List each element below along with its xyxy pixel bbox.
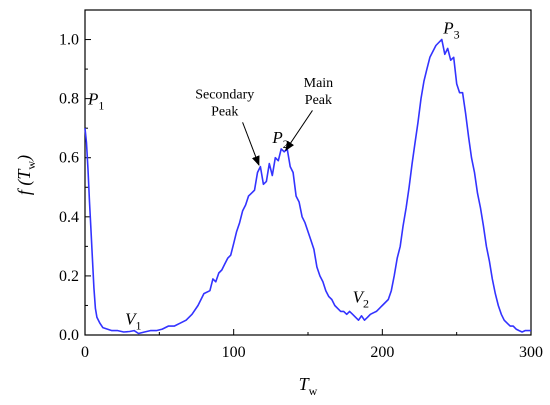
point-label-sub: 2 bbox=[283, 137, 289, 151]
point-label: P2 bbox=[271, 128, 288, 151]
y-axis-title-prefix: f ( bbox=[14, 179, 35, 196]
point-label-main: P bbox=[271, 128, 282, 147]
y-axis-title-sub: w bbox=[24, 161, 38, 170]
y-axis-title: f (Tw) bbox=[14, 155, 38, 195]
point-label: V2 bbox=[353, 288, 369, 311]
x-axis-title: Tw bbox=[299, 374, 318, 398]
point-label: P3 bbox=[442, 19, 459, 42]
point-label-sub: 1 bbox=[136, 319, 142, 333]
point-label-sub: 2 bbox=[363, 297, 369, 311]
x-tick-label: 300 bbox=[519, 344, 543, 361]
x-tick-label: 200 bbox=[370, 344, 394, 361]
y-tick-label: 0.8 bbox=[59, 91, 79, 108]
point-label: P1 bbox=[87, 90, 104, 113]
plot-frame bbox=[84, 9, 532, 336]
callout-arrow bbox=[242, 122, 260, 167]
series-layer bbox=[84, 38, 531, 335]
point-label-main: P bbox=[442, 19, 453, 38]
x-axis-title-sub: w bbox=[309, 384, 318, 398]
callout-text: Secondary bbox=[195, 88, 254, 103]
y-axis-title-suffix: ) bbox=[14, 155, 35, 162]
callout-text: Peak bbox=[211, 105, 238, 120]
point-label-main: V bbox=[125, 310, 138, 329]
callout-text: Peak bbox=[305, 93, 332, 108]
y-tick-label: 0.4 bbox=[59, 209, 79, 226]
y-tick-label: 1.0 bbox=[59, 32, 79, 49]
point-label-main: V bbox=[353, 288, 366, 307]
callout-text: Main bbox=[304, 76, 334, 91]
y-axis-title-main: T bbox=[14, 168, 34, 180]
point-label-sub: 1 bbox=[98, 99, 104, 113]
callout-arrow bbox=[285, 110, 313, 152]
point-label: V1 bbox=[125, 310, 141, 333]
y-axis-ticks: 0.0 0.2 0.4 0.6 0.8 1.0 bbox=[59, 32, 91, 344]
y-tick-label: 0.6 bbox=[59, 150, 79, 167]
point-label-main: P bbox=[87, 90, 98, 109]
y-tick-label: 0.0 bbox=[59, 327, 79, 344]
y-tick-label: 0.2 bbox=[59, 268, 79, 285]
point-label-sub: 3 bbox=[454, 28, 460, 42]
x-tick-label: 0 bbox=[81, 344, 89, 361]
series-line bbox=[84, 38, 531, 335]
x-tick-label: 100 bbox=[222, 344, 246, 361]
x-axis-ticks: 0 100 200 300 bbox=[81, 329, 543, 361]
x-axis-title-main: T bbox=[299, 374, 311, 394]
